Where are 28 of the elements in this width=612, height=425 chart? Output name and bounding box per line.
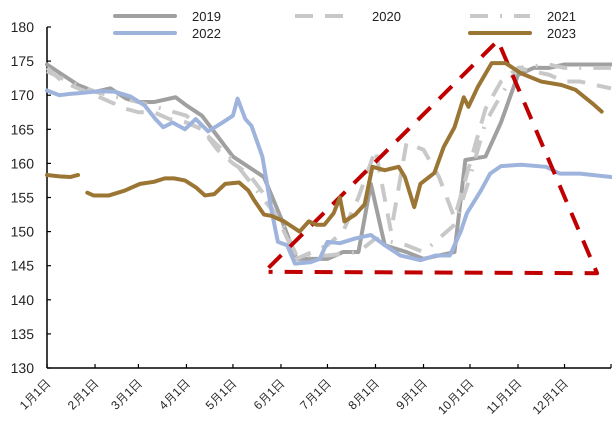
legend-label: 2023 [547,26,576,41]
y-tick-label: 135 [10,326,34,342]
x-tick-label: 11月1日 [484,376,524,417]
legend-label: 2019 [192,9,221,24]
legend-label: 2022 [192,26,221,41]
y-tick-label: 175 [10,53,34,70]
x-tick-label: 3月1日 [108,376,145,413]
x-tick-label: 10月1日 [435,376,476,418]
y-tick-label: 155 [10,190,34,206]
y-tick-label: 130 [10,360,34,376]
y-tick-label: 140 [10,292,34,308]
x-tick-label: 8月1日 [345,376,382,413]
x-tick-label: 9月1日 [393,376,430,413]
x-tick-label: 2月1日 [64,376,102,413]
x-tick-label: 4月1日 [156,376,193,413]
legend-label: 2021 [547,9,576,24]
y-tick-label: 170 [10,87,34,104]
x-tick-label: 12月1日 [530,376,571,418]
y-tick-label: 180 [10,19,34,35]
x-tick-label: 5月1日 [202,376,240,413]
legend-label: 2020 [372,9,401,24]
x-tick-label: 1月1日 [16,376,54,413]
x-tick-label: 6月1日 [250,376,288,413]
y-tick-label: 145 [10,258,34,274]
y-tick-label: 160 [10,155,34,172]
x-tick-label: 7月1日 [297,376,334,413]
y-tick-label: 150 [10,224,34,240]
y-tick-label: 165 [10,121,34,138]
